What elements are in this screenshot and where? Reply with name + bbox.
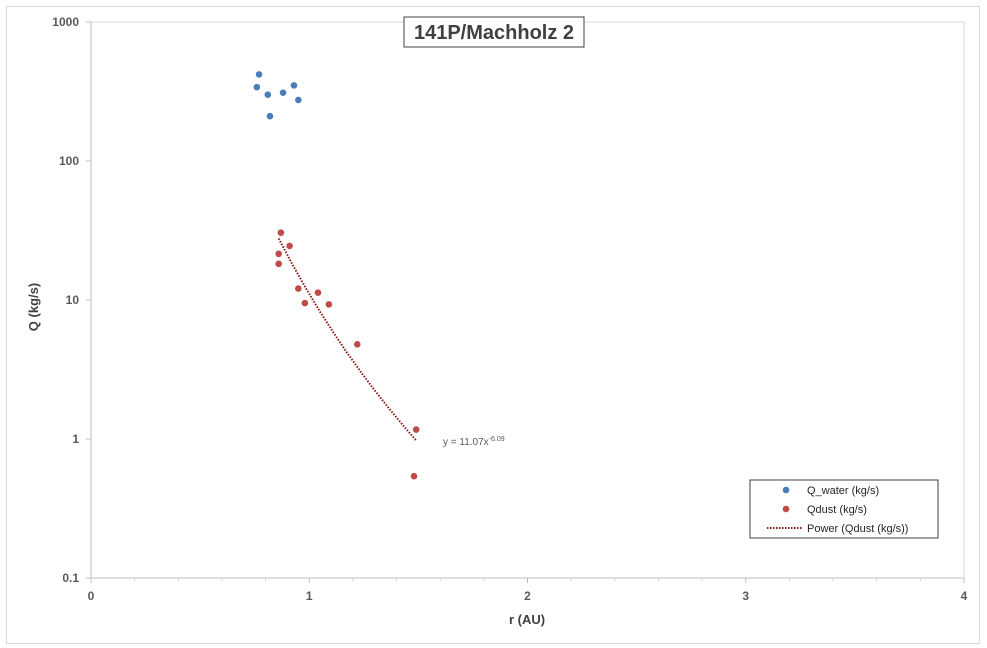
dust-data-point (275, 250, 282, 258)
water-data-point (279, 89, 287, 97)
legend-label-dust: Qdust (kg/s) (807, 504, 867, 516)
dust-data-point (295, 285, 302, 292)
water-data-point (255, 71, 263, 78)
chart-area: 0.1 1 10 100 1000 0 1 2 3 4 r (AU) Q (kg/s) 141P… (6, 6, 980, 644)
x-axis-title: r (AU) (509, 612, 545, 627)
water-data-point (295, 96, 302, 104)
dust-data-point (286, 242, 293, 250)
legend-marker-dust (782, 505, 790, 513)
dust-data-point (277, 229, 285, 236)
x-tick-label: 4 (961, 589, 968, 603)
y-axis-title: Q (kg/s) (26, 283, 41, 331)
chart-svg: 0.1 1 10 100 1000 0 1 2 3 4 r (AU) Q (kg/s) 141P… (26, 15, 968, 627)
dust-data-point (410, 472, 418, 480)
trendline-equation-exponent: -6.09 (489, 436, 505, 443)
y-tick-label: 0.1 (62, 571, 79, 585)
y-tick-label: 1000 (52, 15, 79, 29)
x-tick-label: 2 (524, 589, 531, 603)
dust-data-point (325, 301, 333, 308)
legend-box (749, 479, 939, 539)
data-points-layer (253, 71, 420, 480)
title-box (403, 16, 585, 48)
dust-data-point (314, 289, 322, 296)
water-data-point (264, 91, 272, 98)
dust-data-point (412, 426, 420, 433)
legend-label-trendline: Power (Qdust (kg/s)) (807, 523, 908, 535)
x-tick-label: 3 (742, 589, 749, 603)
legend: Q_water (kg/s) Qdust (kg/s) Power (Qdust… (749, 479, 939, 539)
legend-marker-water (782, 486, 790, 494)
legend-label-water: Q_water (kg/s) (807, 485, 879, 497)
x-tick-label: 0 (88, 589, 95, 603)
dust-data-point (275, 260, 282, 268)
dust-data-point (353, 341, 361, 348)
trendline-layer (277, 237, 417, 442)
y-tick-group: 0.1 1 10 100 1000 (52, 15, 91, 585)
trendline-curve (277, 237, 417, 442)
x-tick-group: 0 1 2 3 4 (88, 578, 968, 603)
water-data-point (266, 112, 274, 120)
chart-title: 141P/Machholz 2 (414, 22, 574, 44)
x-tick-label: 1 (306, 589, 313, 603)
y-tick-label: 10 (66, 293, 80, 307)
y-tick-label: 100 (59, 154, 79, 168)
water-data-point (290, 82, 298, 89)
trendline-equation-base: y = 11.07x (443, 437, 489, 448)
water-data-point (253, 83, 261, 91)
dust-data-point (301, 299, 309, 307)
y-tick-label: 1 (72, 432, 79, 446)
trendline-equation: y = 11.07x-6.09 (443, 436, 505, 448)
